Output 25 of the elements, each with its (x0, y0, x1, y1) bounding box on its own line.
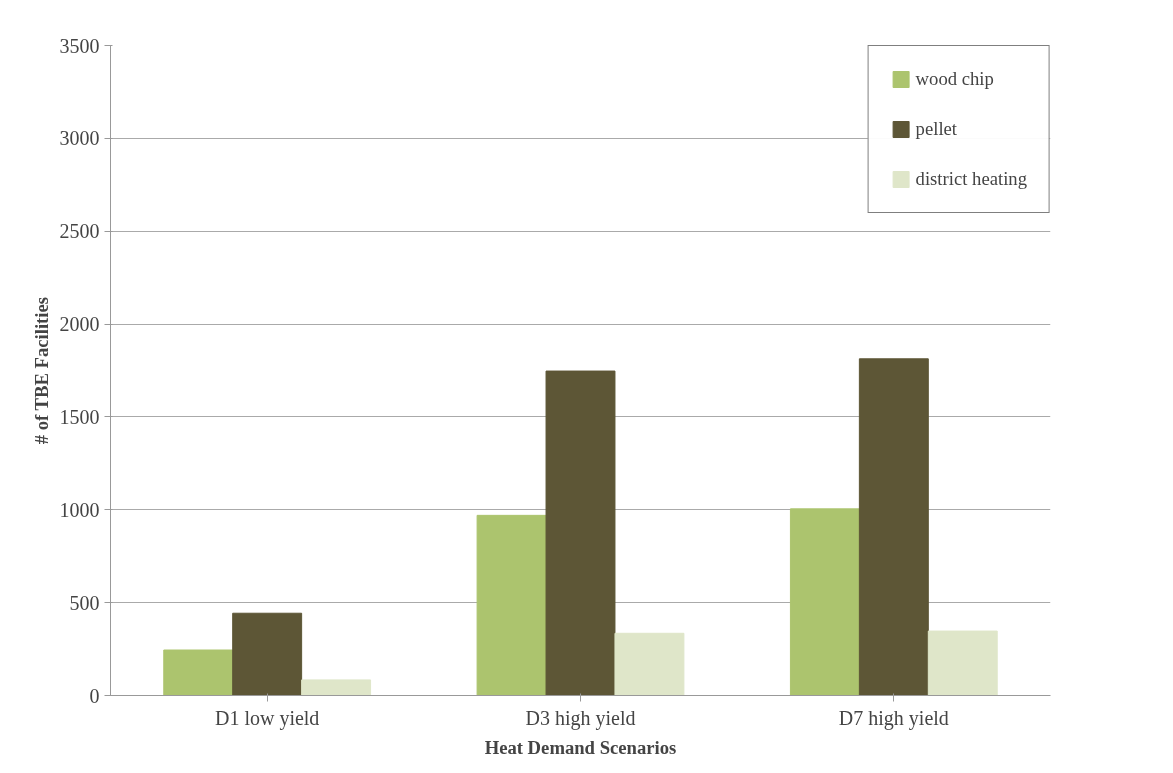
bar (476, 514, 547, 696)
x-tick-label: D7 high yield (838, 706, 949, 730)
x-tick-label: D3 high yield (525, 706, 636, 730)
legend-label: district heating (915, 168, 1027, 190)
y-tick-label: 2000 (59, 313, 100, 336)
y-axis-title: # of TBE Facilities (30, 296, 52, 445)
y-tick-label: 500 (69, 591, 100, 614)
x-axis-title: Heat Demand Scenarios (484, 736, 677, 758)
legend-label: pellet (915, 118, 958, 140)
y-tick-label: 0 (89, 684, 100, 707)
y-tick-label: 1000 (59, 498, 100, 521)
bar (614, 632, 685, 696)
bar (301, 679, 372, 696)
y-tick-label: 3000 (59, 127, 100, 150)
bar (163, 649, 234, 696)
y-tick-label: 1500 (59, 405, 100, 428)
y-tick-label: 3500 (59, 34, 100, 57)
bar (789, 508, 860, 696)
bar (232, 612, 303, 696)
legend-label: wood chip (915, 68, 994, 90)
y-tick-label: 2500 (59, 220, 100, 243)
bar (858, 358, 929, 696)
bar (927, 630, 998, 696)
x-tick-label: D1 low yield (214, 706, 320, 730)
bar (545, 370, 616, 696)
